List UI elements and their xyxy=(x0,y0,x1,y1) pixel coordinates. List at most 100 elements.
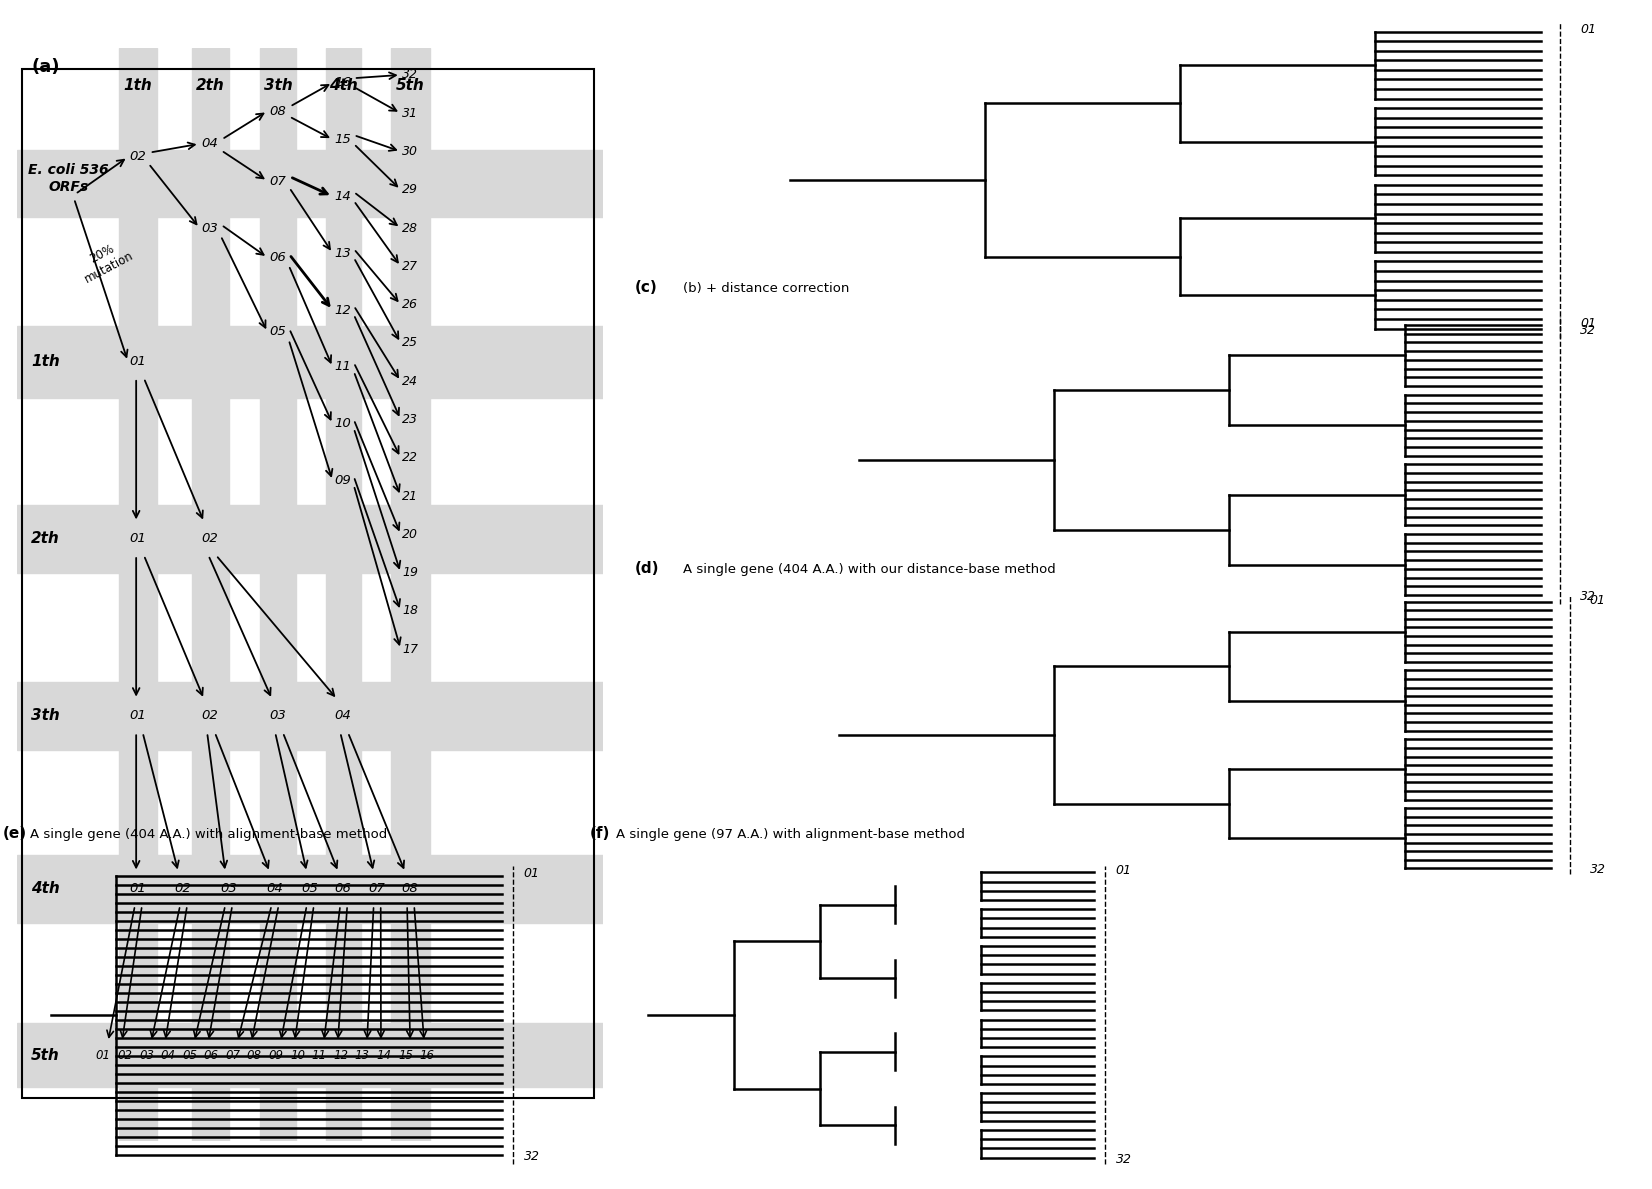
Text: 32: 32 xyxy=(1115,1152,1132,1165)
Text: 01: 01 xyxy=(1589,593,1606,606)
Text: 4th: 4th xyxy=(31,881,59,897)
Text: 01: 01 xyxy=(96,1049,111,1062)
Text: 09: 09 xyxy=(335,474,352,487)
Text: 10: 10 xyxy=(291,1049,306,1062)
Text: 11: 11 xyxy=(335,360,352,373)
Text: 5th: 5th xyxy=(31,1048,59,1063)
Text: 24: 24 xyxy=(401,375,418,388)
Text: 32: 32 xyxy=(401,69,418,81)
Text: 02: 02 xyxy=(117,1049,132,1062)
Text: 07: 07 xyxy=(269,175,286,188)
Text: (d): (d) xyxy=(634,560,659,575)
Text: 02: 02 xyxy=(175,882,192,895)
Text: 01: 01 xyxy=(129,710,147,723)
Bar xyxy=(390,48,430,1141)
Text: 05: 05 xyxy=(301,882,319,895)
Text: 01: 01 xyxy=(1579,24,1596,37)
Text: 29: 29 xyxy=(401,183,418,196)
Text: (f): (f) xyxy=(590,826,610,842)
Text: 02: 02 xyxy=(202,710,218,723)
Text: 16: 16 xyxy=(335,76,352,89)
Bar xyxy=(259,48,296,1141)
Text: 32: 32 xyxy=(1579,590,1596,603)
Bar xyxy=(17,682,603,750)
Text: 01: 01 xyxy=(1115,864,1132,877)
Text: 27: 27 xyxy=(401,260,418,272)
Text: 01: 01 xyxy=(1579,317,1596,331)
Text: 3th: 3th xyxy=(31,709,59,723)
Text: 15: 15 xyxy=(335,133,352,146)
Text: 04: 04 xyxy=(202,137,218,150)
Bar xyxy=(119,48,157,1141)
Text: 01: 01 xyxy=(129,533,147,546)
Text: 07: 07 xyxy=(368,882,385,895)
Text: 12: 12 xyxy=(334,1049,349,1062)
Text: 01: 01 xyxy=(129,356,147,369)
Text: 06: 06 xyxy=(203,1049,218,1062)
Text: 06: 06 xyxy=(335,882,352,895)
Text: 18: 18 xyxy=(401,604,418,617)
Text: A single gene (404 A.A.) with our distance-base method: A single gene (404 A.A.) with our distan… xyxy=(684,562,1056,575)
Bar xyxy=(325,48,362,1141)
Text: 11: 11 xyxy=(312,1049,327,1062)
Text: 14: 14 xyxy=(377,1049,392,1062)
Text: A single gene (97 A.A.) with alignment-base method: A single gene (97 A.A.) with alignment-b… xyxy=(616,829,965,842)
Text: 01: 01 xyxy=(129,882,147,895)
Text: 16: 16 xyxy=(420,1049,434,1062)
Text: 2th: 2th xyxy=(31,531,59,546)
Text: 02: 02 xyxy=(129,151,147,163)
Text: A single gene (404 A.A.) with alignment-base method: A single gene (404 A.A.) with alignment-… xyxy=(30,829,387,842)
Text: 30: 30 xyxy=(401,145,418,158)
Text: 04: 04 xyxy=(160,1049,175,1062)
Text: 09: 09 xyxy=(269,1049,284,1062)
Text: 32: 32 xyxy=(524,1150,540,1163)
Text: 28: 28 xyxy=(401,221,418,234)
Text: 08: 08 xyxy=(401,882,418,895)
Text: 12: 12 xyxy=(335,303,352,316)
Text: 19: 19 xyxy=(401,566,418,579)
Text: (c): (c) xyxy=(634,279,657,295)
Bar xyxy=(17,150,603,218)
Text: (b) + distance correction: (b) + distance correction xyxy=(684,282,849,295)
Text: 23: 23 xyxy=(401,413,418,426)
Bar xyxy=(17,505,603,573)
Text: 21: 21 xyxy=(401,490,418,503)
Text: 5th: 5th xyxy=(396,78,425,94)
Text: 13: 13 xyxy=(335,246,352,259)
Text: (e): (e) xyxy=(3,826,26,842)
Text: 07: 07 xyxy=(225,1049,240,1062)
Text: 17: 17 xyxy=(401,643,418,655)
Text: 3th: 3th xyxy=(264,78,292,94)
Text: 22: 22 xyxy=(401,452,418,464)
Bar xyxy=(17,1024,603,1087)
Text: 1th: 1th xyxy=(124,78,152,94)
Text: 05: 05 xyxy=(182,1049,197,1062)
Text: 08: 08 xyxy=(269,105,286,118)
Text: 13: 13 xyxy=(355,1049,370,1062)
Text: 14: 14 xyxy=(335,190,352,203)
Text: 31: 31 xyxy=(401,107,418,120)
Text: 26: 26 xyxy=(401,298,418,312)
Text: 20: 20 xyxy=(401,528,418,541)
Text: 32: 32 xyxy=(1579,323,1596,336)
Text: 2th: 2th xyxy=(195,78,225,94)
Text: 04: 04 xyxy=(266,882,282,895)
Text: 08: 08 xyxy=(246,1049,263,1062)
Text: 04: 04 xyxy=(335,710,352,723)
Text: 4th: 4th xyxy=(329,78,357,94)
Text: 20%
mutation: 20% mutation xyxy=(76,235,135,285)
Text: 10: 10 xyxy=(335,417,352,430)
Text: 03: 03 xyxy=(220,882,236,895)
Bar xyxy=(17,855,603,923)
Text: 25: 25 xyxy=(401,336,418,350)
Text: 01: 01 xyxy=(524,868,540,880)
Bar xyxy=(193,48,230,1141)
Bar xyxy=(17,327,603,397)
Text: 02: 02 xyxy=(202,533,218,546)
Text: E. coli 536
ORFs: E. coli 536 ORFs xyxy=(28,163,109,195)
Text: 15: 15 xyxy=(398,1049,413,1062)
Text: 32: 32 xyxy=(1589,863,1606,876)
Text: (a): (a) xyxy=(31,58,59,76)
Text: 03: 03 xyxy=(202,221,218,234)
Text: 03: 03 xyxy=(269,710,286,723)
